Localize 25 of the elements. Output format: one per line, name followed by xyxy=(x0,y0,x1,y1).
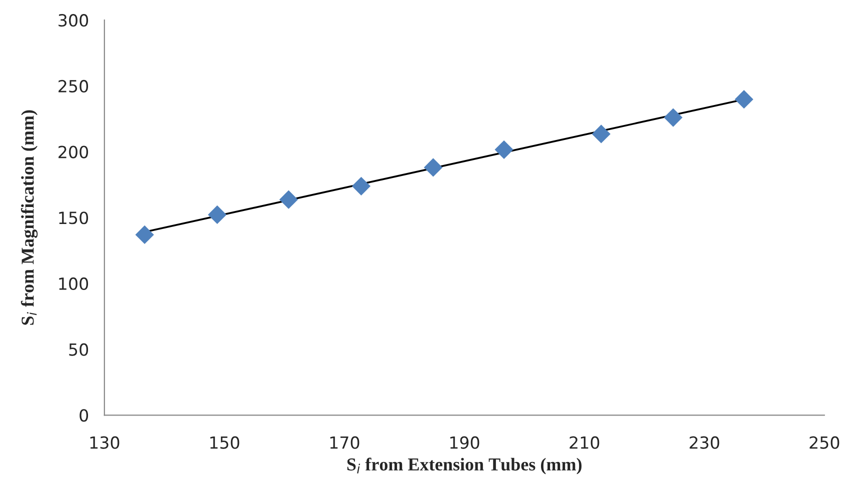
y-tick-label: 200 xyxy=(58,146,88,158)
y-tick-label: 50 xyxy=(69,343,88,356)
y-tick-label: 300 xyxy=(58,14,88,27)
point xyxy=(664,108,683,127)
point xyxy=(352,176,371,196)
x-axis-title: S$_{i}$ from Extension Tubes (mm) xyxy=(347,458,582,474)
y-tick-label: 250 xyxy=(58,80,88,92)
point xyxy=(279,190,298,209)
x-tick-label: 190 xyxy=(450,436,480,449)
x-tick-label: 130 xyxy=(90,436,120,449)
point xyxy=(208,205,227,224)
y-axis-title: S$_{i}$ from Magnification (mm) xyxy=(20,110,38,325)
y-tick-label: 150 xyxy=(59,212,88,224)
y-tick-label: 0 xyxy=(80,409,88,422)
x-tick-label: 150 xyxy=(210,436,240,449)
x-tick-label: 250 xyxy=(810,436,840,449)
y-tick-label: 100 xyxy=(59,277,88,290)
x-tick-label: 210 xyxy=(570,436,600,449)
x-tick-label: 230 xyxy=(690,436,720,449)
point xyxy=(734,90,754,109)
point xyxy=(135,225,154,244)
x-tick-label: 170 xyxy=(330,436,360,449)
point xyxy=(592,124,611,144)
point xyxy=(424,158,443,177)
point xyxy=(494,140,514,159)
